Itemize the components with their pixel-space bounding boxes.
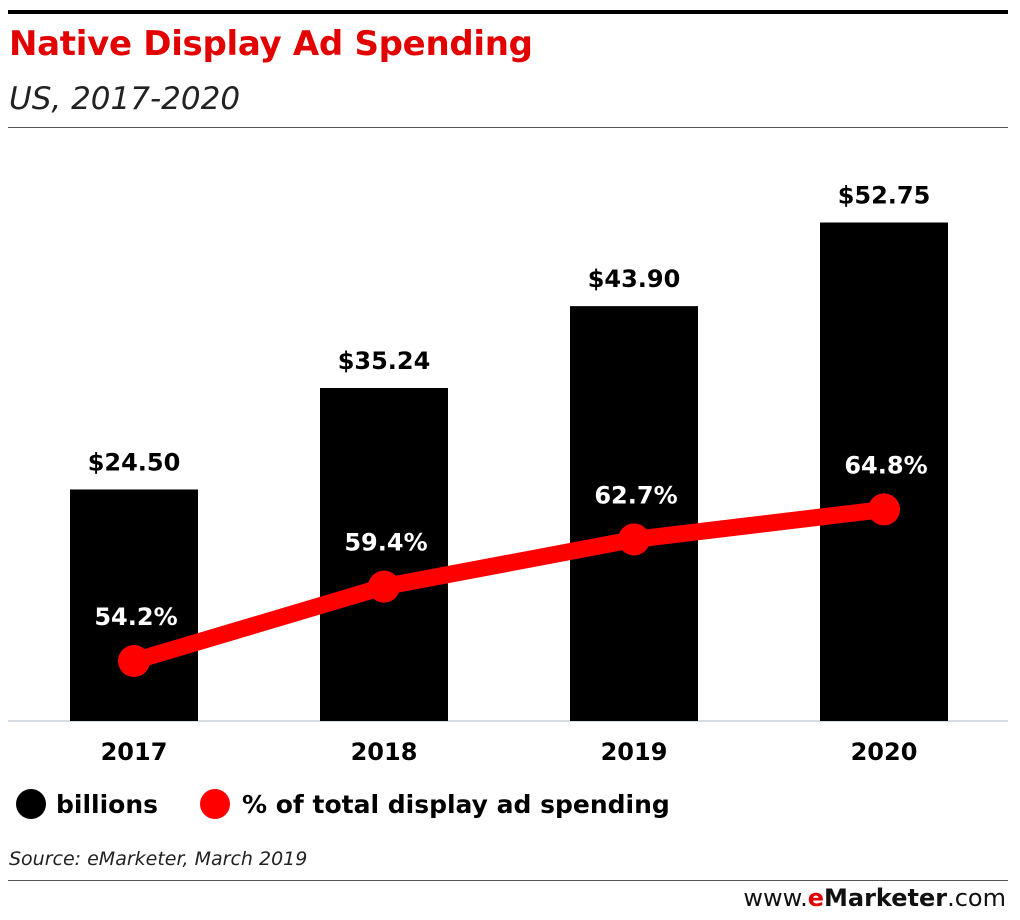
bar-value-label: $24.50 bbox=[88, 448, 181, 476]
line-legend-icon bbox=[198, 787, 232, 821]
legend-item-billions: billions bbox=[16, 784, 158, 824]
source-note: Source: eMarketer, March 2019 bbox=[9, 848, 308, 870]
bar-value-label: $35.24 bbox=[338, 347, 431, 375]
share-value-label: 64.8% bbox=[844, 451, 927, 479]
legend-item-share: % of total display ad spending bbox=[198, 784, 670, 824]
share-line bbox=[125, 500, 893, 670]
legend-label-share: % of total display ad spending bbox=[242, 789, 670, 819]
bar-2017 bbox=[70, 489, 198, 721]
chart-title: Native Display Ad Spending bbox=[9, 24, 533, 64]
share-point-2020 bbox=[868, 493, 900, 526]
bar-2019 bbox=[570, 306, 698, 721]
x-tick-label: 2017 bbox=[101, 738, 168, 766]
top-rule bbox=[8, 10, 1008, 14]
bar-value-label: $43.90 bbox=[588, 265, 681, 293]
x-tick-label: 2019 bbox=[601, 738, 668, 766]
bar-legend-icon bbox=[16, 789, 46, 819]
share-point-2019 bbox=[618, 523, 650, 556]
share-value-label: 62.7% bbox=[594, 481, 677, 509]
chart-subtitle: US, 2017-2020 bbox=[9, 81, 241, 117]
bar-2018 bbox=[320, 387, 448, 721]
share-value-label: 59.4% bbox=[344, 529, 427, 557]
brand-logo: www.eMarketer.com bbox=[743, 884, 1006, 912]
share-point-2017 bbox=[118, 645, 150, 677]
subtitle-rule bbox=[8, 127, 1008, 128]
bar-2020 bbox=[820, 222, 948, 721]
x-tick-label: 2018 bbox=[351, 738, 418, 766]
share-value-label: 54.2% bbox=[94, 603, 177, 631]
legend-label-billions: billions bbox=[56, 789, 159, 819]
footer-rule bbox=[8, 880, 1008, 881]
x-tick-label: 2020 bbox=[851, 738, 918, 766]
bar-value-label: $52.75 bbox=[838, 182, 931, 210]
share-point-2018 bbox=[368, 570, 400, 603]
combo-chart: $24.50 2017 $35.24 2018 $43.90 2019 $52.75 2020… bbox=[8, 182, 1008, 766]
